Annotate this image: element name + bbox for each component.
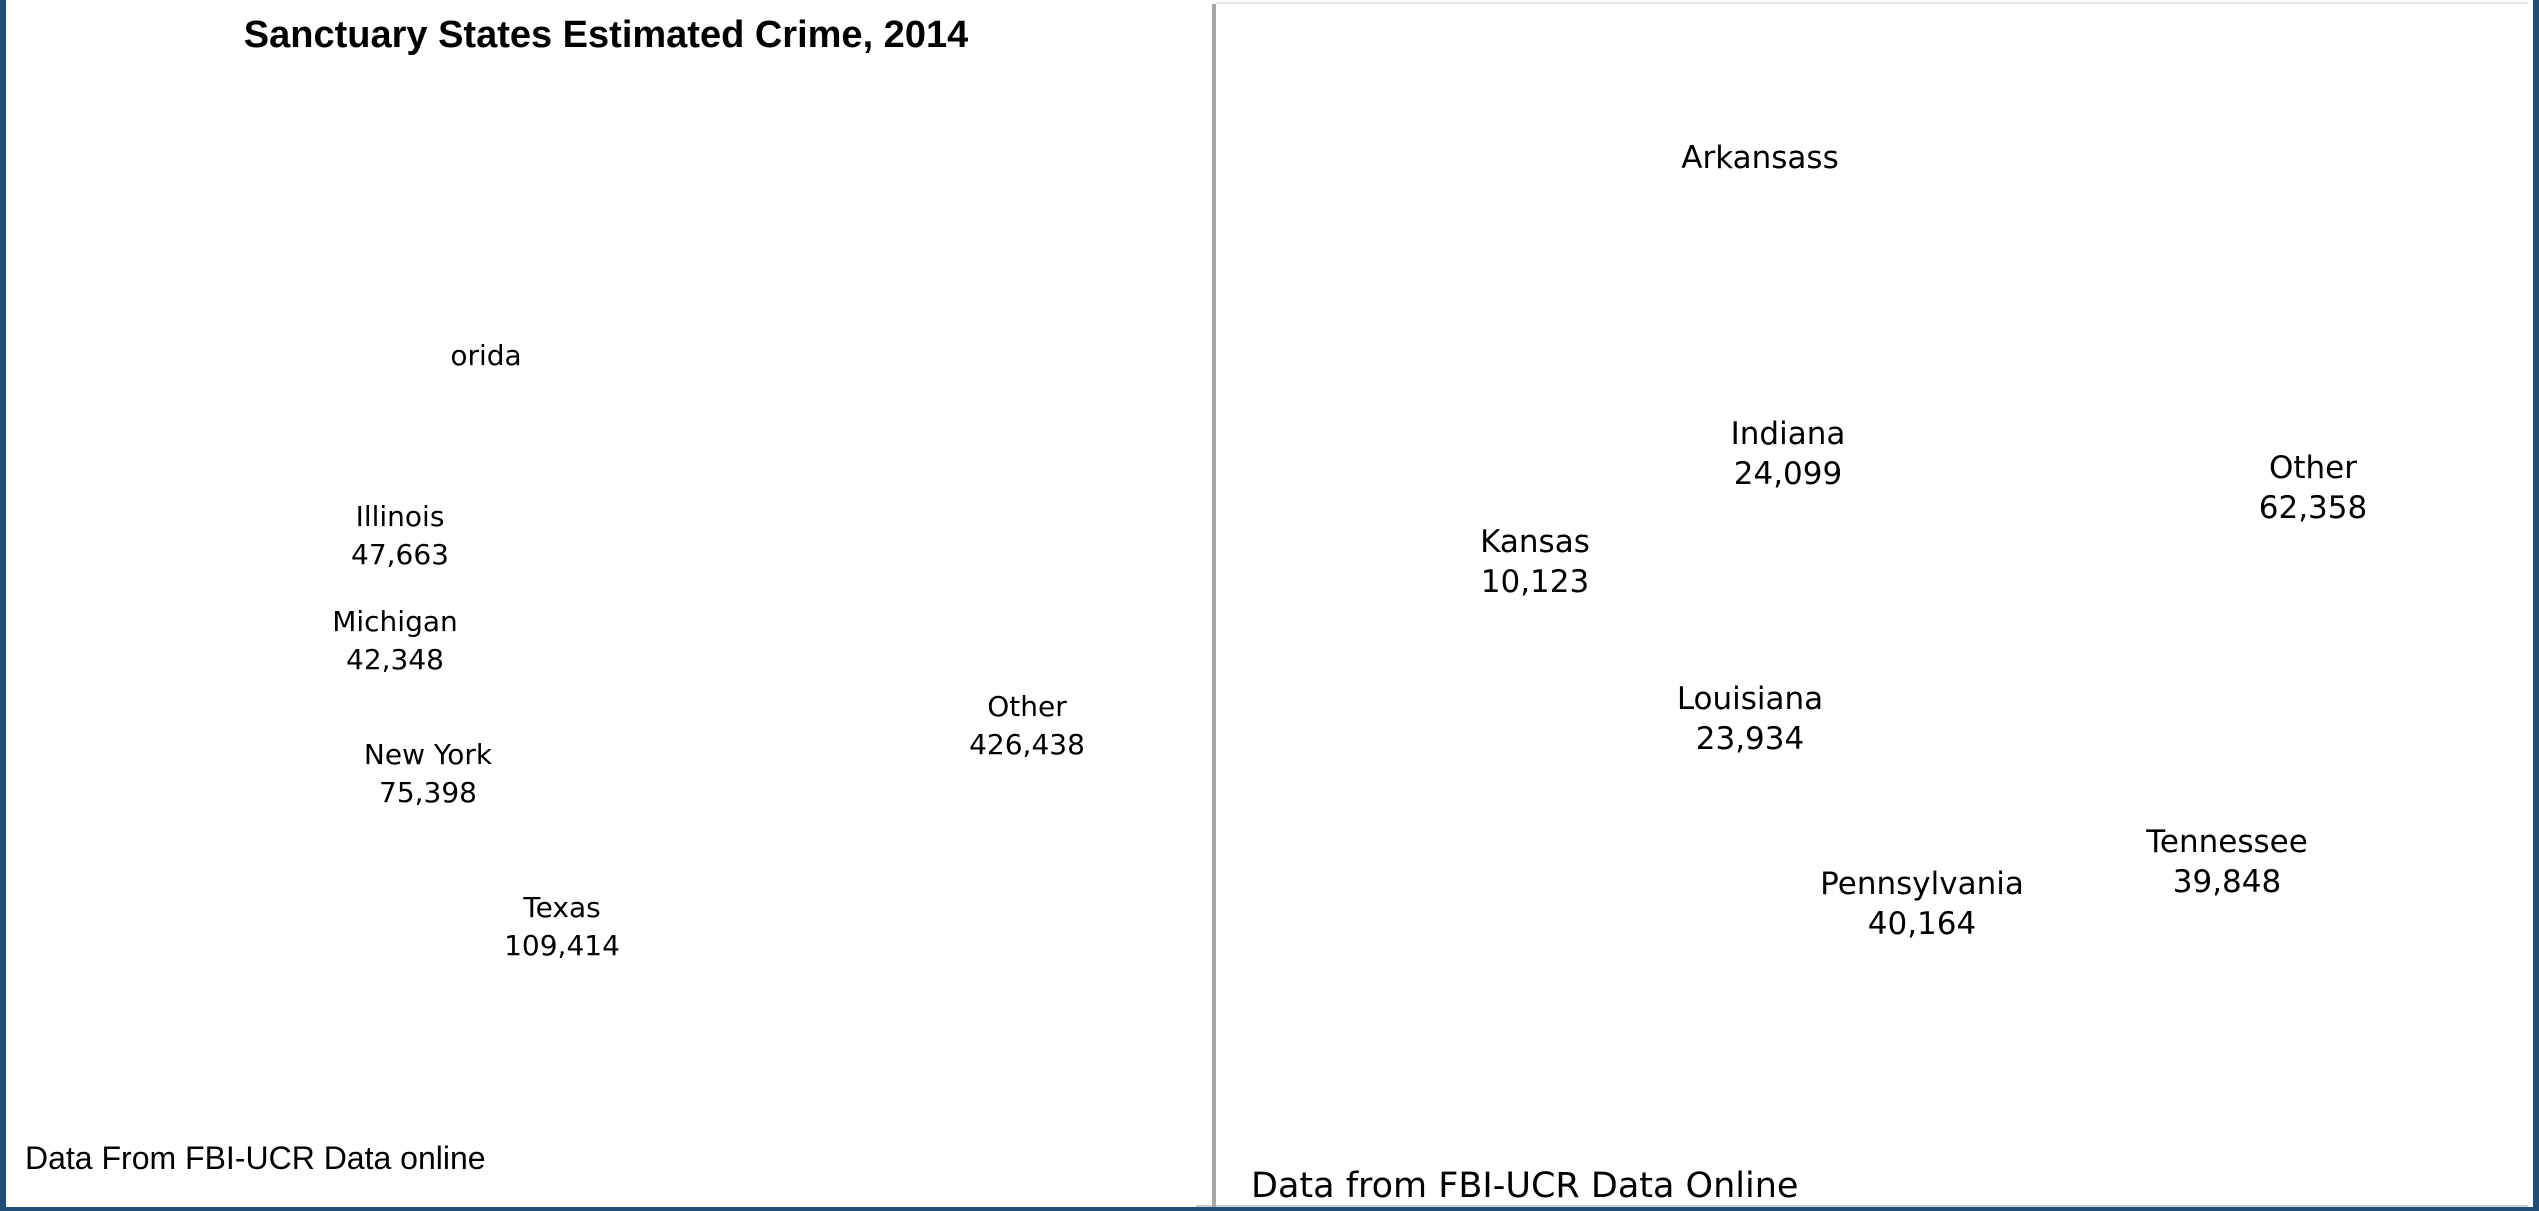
slice-value-label: 75,398 — [379, 776, 477, 809]
slice-value-label: 39,848 — [2173, 864, 2281, 900]
slice-label: Illinois — [356, 500, 445, 533]
frame-border-right — [2533, 0, 2539, 1211]
slice-label-group: Indiana 24,099 — [1731, 416, 1846, 492]
slice-value-label: 24,099 — [1734, 456, 1842, 492]
slice-label: Michigan — [332, 605, 458, 638]
chart-title: Sanctuary States Estimated Crime, 2014 — [243, 14, 969, 56]
slice-value-label: 62,358 — [2259, 490, 2367, 526]
slice-value-label: 10,123 — [1481, 564, 1589, 600]
slice-value-label: 426,438 — [969, 728, 1085, 761]
slice-label: Arkansass — [1681, 140, 1838, 176]
slice-value-label: 40,164 — [1868, 906, 1976, 942]
slice-value-label: 47,663 — [351, 538, 449, 571]
slice-label-group: Louisiana 23,934 — [1677, 681, 1823, 757]
slice-label-group: orida — [450, 339, 521, 372]
slice-label: Louisiana — [1677, 681, 1823, 717]
slice-label-group: Texas 109,414 — [504, 891, 620, 962]
slice-label-group: Arkansass — [1681, 140, 1838, 176]
slice-label: Indiana — [1731, 416, 1846, 452]
slice-label-group: Pennsylvania 40,164 — [1820, 866, 2024, 942]
slice-value-label: 42,348 — [346, 643, 444, 676]
slice-value-label: 23,934 — [1696, 721, 1804, 757]
slice-label: Pennsylvania — [1820, 866, 2024, 902]
source-note-left: Data From FBI-UCR Data online — [25, 1140, 486, 1176]
slice-label-group: New York 75,398 — [364, 738, 493, 809]
slice-label: Other — [2269, 450, 2357, 486]
right-panel-bottom-line — [1196, 1205, 2528, 1207]
slice-label-group: Michigan 42,348 — [332, 605, 458, 676]
slice-label: Texas — [522, 891, 600, 924]
slice-label: Tennessee — [2145, 824, 2308, 860]
slice-label: orida — [450, 339, 521, 372]
slice-label-group: Illinois 47,663 — [351, 500, 449, 571]
frame-border-left — [0, 0, 6, 1211]
slice-label: Other — [987, 690, 1067, 723]
source-note-right: Data from FBI-UCR Data Online — [1251, 1166, 1799, 1206]
right-panel-top-line — [1216, 2, 2528, 4]
slice-label-group: Other 62,358 — [2259, 450, 2367, 526]
frame-border-bottom — [0, 1207, 2539, 1211]
slice-label: New York — [364, 738, 493, 771]
panel-divider — [1212, 4, 1216, 1207]
slice-label-group: Tennessee 39,848 — [2145, 824, 2308, 900]
slice-label-group: Kansas 10,123 — [1480, 524, 1590, 600]
slice-label-group: Other 426,438 — [969, 690, 1085, 761]
slice-label: Kansas — [1480, 524, 1590, 560]
slice-value-label: 109,414 — [504, 929, 620, 962]
